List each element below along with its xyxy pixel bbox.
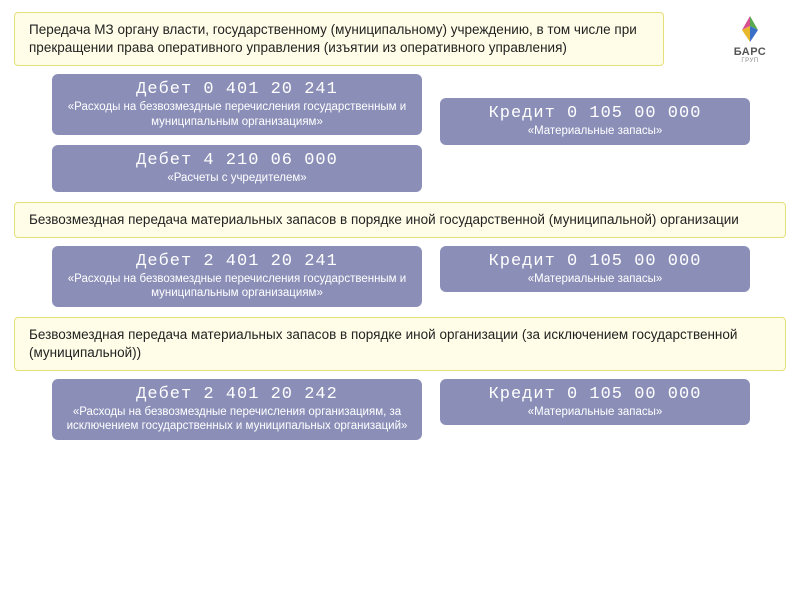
debit-title: Дебет 0 401 20 241 <box>62 80 412 99</box>
credit-sub: «Материальные запасы» <box>450 124 740 138</box>
logo-text: БАРС <box>720 46 780 58</box>
logo-sub: ГРУП <box>720 58 780 64</box>
credit-sub: «Материальные запасы» <box>450 272 740 286</box>
section1-debit2: Дебет 4 210 06 000 «Расчеты с учредителе… <box>52 145 422 191</box>
debit-sub: «Расчеты с учредителем» <box>62 171 412 185</box>
debit-title: Дебет 2 401 20 242 <box>62 385 412 404</box>
section1-credit: Кредит 0 105 00 000 «Материальные запасы… <box>440 98 750 144</box>
debit-title: Дебет 2 401 20 241 <box>62 252 412 271</box>
credit-sub: «Материальные запасы» <box>450 405 740 419</box>
section2-debit: Дебет 2 401 20 241 «Расходы на безвозмез… <box>52 246 422 307</box>
section1-debit-col: Дебет 0 401 20 241 «Расходы на безвозмез… <box>52 74 422 191</box>
debit-title: Дебет 4 210 06 000 <box>62 151 412 170</box>
debit-sub: «Расходы на безвозмездные перечисления о… <box>62 405 412 434</box>
logo: БАРС ГРУП <box>720 14 780 64</box>
section1-row: Дебет 0 401 20 241 «Расходы на безвозмез… <box>14 74 786 191</box>
section3-header: Безвозмездная передача материальных запа… <box>14 317 786 371</box>
section3-debit: Дебет 2 401 20 242 «Расходы на безвозмез… <box>52 379 422 440</box>
section3-row: Дебет 2 401 20 242 «Расходы на безвозмез… <box>14 379 786 440</box>
section1-header: Передача МЗ органу власти, государственн… <box>14 12 664 66</box>
debit-sub: «Расходы на безвозмездные перечисления г… <box>62 272 412 301</box>
credit-title: Кредит 0 105 00 000 <box>450 104 740 123</box>
debit-sub: «Расходы на безвозмездные перечисления г… <box>62 100 412 129</box>
section2-credit: Кредит 0 105 00 000 «Материальные запасы… <box>440 246 750 292</box>
section2-row: Дебет 2 401 20 241 «Расходы на безвозмез… <box>14 246 786 307</box>
section2-header: Безвозмездная передача материальных запа… <box>14 202 786 238</box>
section1-debit1: Дебет 0 401 20 241 «Расходы на безвозмез… <box>52 74 422 135</box>
logo-icon <box>732 14 768 44</box>
credit-title: Кредит 0 105 00 000 <box>450 252 740 271</box>
credit-title: Кредит 0 105 00 000 <box>450 385 740 404</box>
section3-credit: Кредит 0 105 00 000 «Материальные запасы… <box>440 379 750 425</box>
